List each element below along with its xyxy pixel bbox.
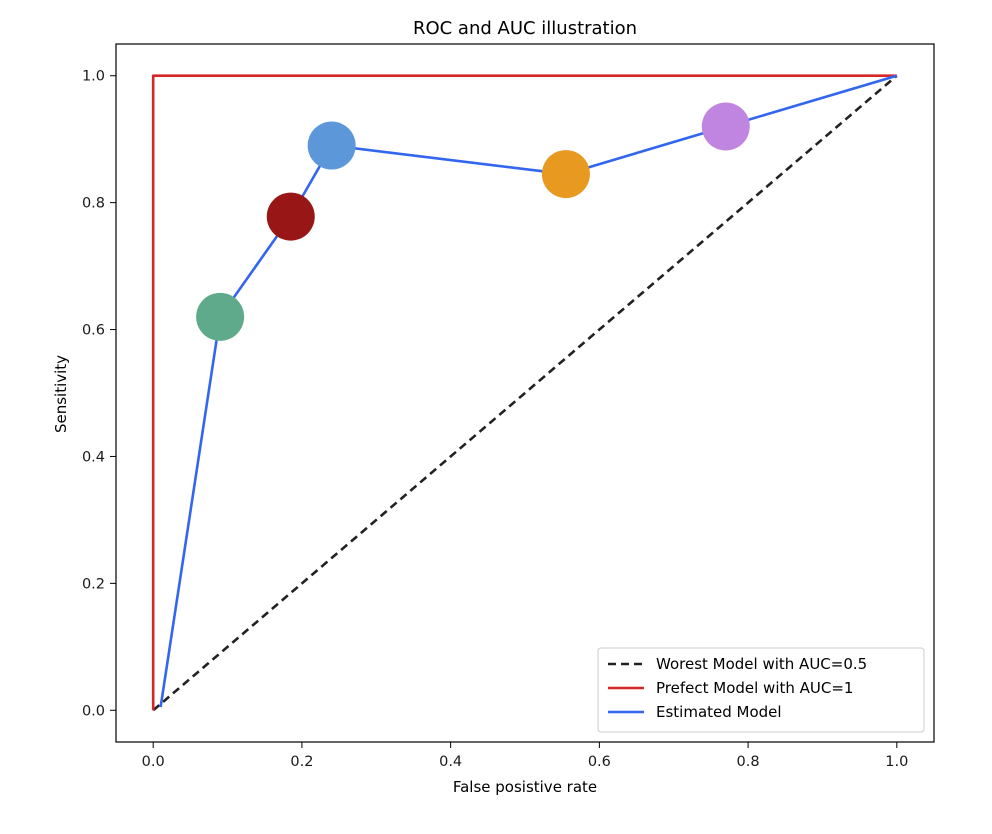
y-tick-label: 0.8 <box>82 196 105 212</box>
x-tick-label: 0.4 <box>439 754 462 770</box>
marker-layer <box>196 102 750 341</box>
legend-box <box>597 647 925 733</box>
roc-point-marker-3 <box>307 121 356 170</box>
legend-label-estimated-model: Estimated Model <box>656 703 782 721</box>
x-tick-label: 0.0 <box>142 754 165 770</box>
y-tick-label: 0.2 <box>82 576 105 592</box>
legend-label-worest-model-with-auc-0-5: Worest Model with AUC=0.5 <box>656 655 867 673</box>
x-tick-label: 0.8 <box>737 754 760 770</box>
x-tick-label: 0.2 <box>290 754 313 770</box>
chart-title: ROC and AUC illustration <box>413 18 637 39</box>
roc-point-marker-5 <box>701 102 750 151</box>
roc-point-marker-2 <box>266 192 315 241</box>
x-axis-label: False posistive rate <box>453 778 597 796</box>
x-tick-label: 1.0 <box>885 754 908 770</box>
series-line-worest-model-with-auc-0-5 <box>152 74 898 712</box>
y-axis: 0.0 0.2 0.4 0.6 0.8 1.0 <box>82 69 116 719</box>
x-axis: 0.0 0.2 0.4 0.6 0.8 1.0 <box>142 742 908 770</box>
legend: Worest Model with AUC=0.5 Prefect Model w… <box>597 647 925 733</box>
y-tick-label: 1.0 <box>82 69 105 85</box>
series-line-prefect-model-with-auc-1 <box>151 74 897 711</box>
y-tick-label: 0.6 <box>82 323 105 339</box>
y-tick-label: 0.0 <box>82 703 105 719</box>
roc-point-marker-1 <box>196 292 245 341</box>
y-tick-label: 0.4 <box>82 449 105 465</box>
series-layer <box>151 74 898 712</box>
x-tick-label: 0.6 <box>588 754 611 770</box>
y-axis-label: Sensitivity <box>52 355 70 433</box>
legend-label-prefect-model-with-auc-1: Prefect Model with AUC=1 <box>656 679 853 697</box>
roc-point-marker-4 <box>541 150 590 199</box>
plot-frame <box>115 43 935 743</box>
